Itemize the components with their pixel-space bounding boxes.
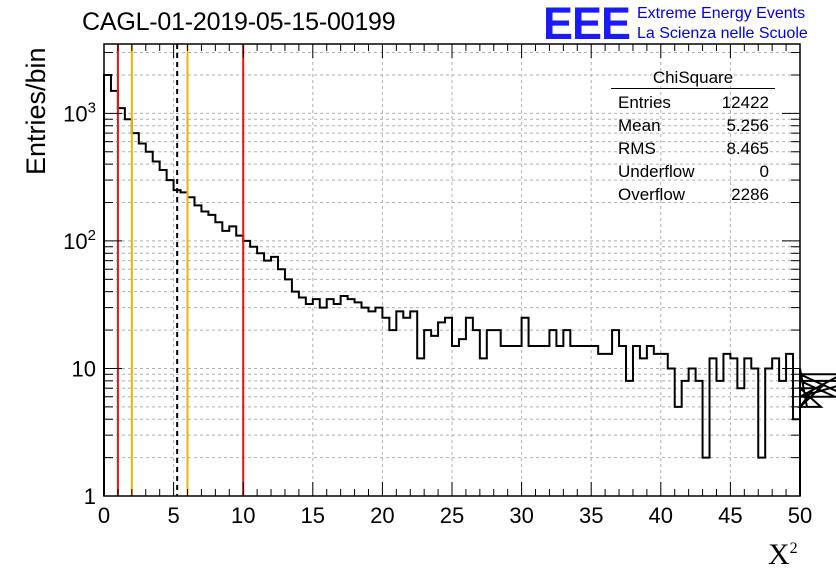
y-tick-label: 10	[72, 356, 96, 381]
stats-row-overflow: Overflow 2286	[618, 185, 769, 204]
stats-row-rms: RMS 8.465	[618, 139, 769, 158]
x-tick-label: 50	[788, 503, 812, 528]
chart-title: CAGL-01-2019-05-15-00199	[82, 8, 396, 36]
reference-lines	[116, 44, 245, 496]
stats-row-entries: Entries 12422	[618, 93, 769, 112]
tick-labels: 0 5 10 15 20 25 30 35 40 45 50 1 10 102 103	[63, 99, 812, 528]
x-tick-label: 35	[579, 503, 603, 528]
y-tick-label: 102	[63, 227, 96, 254]
x-tick-label: 45	[718, 503, 742, 528]
y-tick-label: 1	[84, 484, 96, 509]
x-tick-label: 0	[98, 503, 110, 528]
stats-title: ChiSquare	[611, 68, 775, 89]
histogram-outline	[103, 73, 836, 496]
x-tick-label: 10	[231, 503, 255, 528]
axes	[103, 43, 801, 497]
x-tick-label: 40	[649, 503, 673, 528]
x-tick-label: 25	[440, 503, 464, 528]
x-axis-label: X2	[768, 538, 798, 571]
logo-line-1: Extreme Energy Events	[637, 5, 806, 22]
x-tick-label: 5	[167, 503, 179, 528]
grid	[104, 44, 800, 496]
histogram	[103, 73, 836, 496]
stats-row-mean: Mean 5.256	[618, 116, 769, 135]
stats-box: ChiSquare Entries 12422 Mean 5.256 RMS 8…	[611, 68, 775, 206]
y-tick-label: 103	[63, 99, 96, 126]
stats-row-underflow: Underflow 0	[618, 162, 769, 181]
x-tick-label: 15	[301, 503, 325, 528]
x-tick-label: 30	[509, 503, 533, 528]
x-tick-label: 20	[370, 503, 394, 528]
eee-logo: EEE	[543, 0, 631, 49]
logo-line-2: La Scienza nelle Scuole	[637, 25, 808, 42]
y-axis-label: Entries/bin	[21, 47, 51, 175]
